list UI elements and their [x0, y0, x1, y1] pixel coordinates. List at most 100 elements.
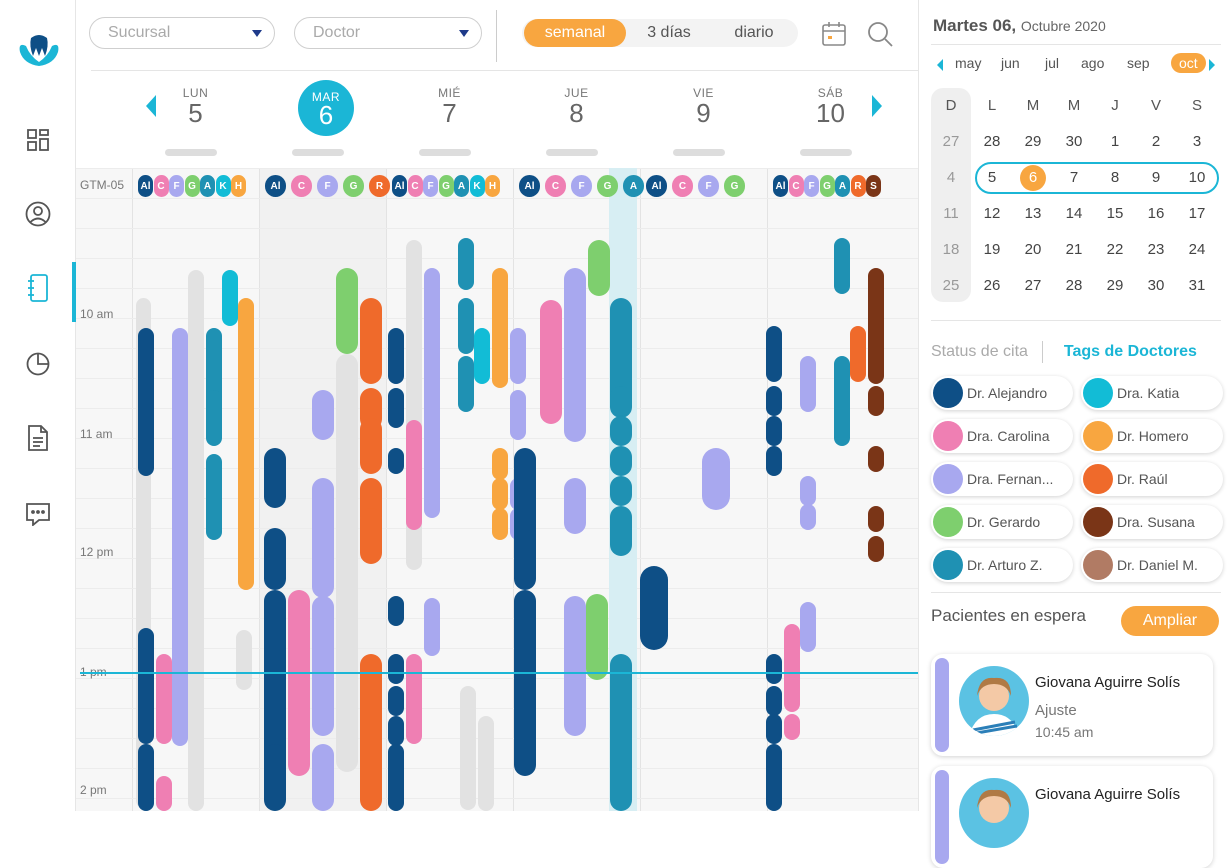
appointment-block[interactable] — [564, 596, 586, 736]
month-item[interactable]: may — [955, 55, 982, 71]
doctor-chip[interactable]: G — [724, 175, 745, 197]
waiting-patient-card[interactable]: Giovana Aguirre Solís Ajuste 10:45 am — [931, 654, 1213, 756]
next-week-arrow[interactable] — [872, 95, 882, 117]
day-header-thu[interactable]: JUE 8 — [513, 86, 640, 158]
day-header-wed[interactable]: MIÉ 7 — [386, 86, 513, 158]
appointment-block[interactable] — [588, 240, 610, 296]
appointment-block[interactable] — [514, 448, 536, 590]
calendar-day-sunday[interactable]: 4 — [946, 169, 956, 186]
calendar-icon[interactable] — [820, 20, 848, 48]
appointment-block[interactable] — [312, 744, 334, 811]
calendar-day[interactable]: 28 — [1065, 277, 1083, 294]
appointment-block[interactable] — [156, 776, 172, 811]
messages-icon[interactable] — [22, 498, 54, 530]
calendar-day[interactable]: 12 — [983, 205, 1001, 222]
appointment-block[interactable] — [460, 686, 476, 810]
doctor-chip[interactable]: F — [804, 175, 819, 197]
appointment-block[interactable] — [510, 328, 526, 384]
next-month-arrow[interactable] — [1209, 59, 1215, 71]
doctor-chip[interactable]: C — [153, 175, 169, 197]
month-item[interactable]: jun — [1001, 55, 1020, 71]
doctor-tag[interactable]: Dr. Alejandro — [931, 376, 1073, 410]
appointment-block[interactable] — [610, 506, 632, 556]
calendar-day[interactable]: 28 — [983, 133, 1001, 150]
doctor-chip[interactable]: Al — [646, 175, 667, 197]
appointment-block[interactable] — [388, 596, 404, 626]
appointment-block[interactable] — [800, 356, 816, 412]
calendar-day-sunday[interactable]: 18 — [942, 241, 960, 258]
calendar-day[interactable]: 27 — [1024, 277, 1042, 294]
calendar-day[interactable]: 8 — [1110, 169, 1120, 186]
appointment-block[interactable] — [586, 594, 608, 680]
calendar-day[interactable]: 29 — [1024, 133, 1042, 150]
doctor-chip[interactable]: K — [215, 175, 231, 197]
calendar-day[interactable]: 5 — [987, 169, 997, 186]
appointment-block[interactable] — [800, 476, 816, 506]
appointment-block[interactable] — [834, 356, 850, 446]
search-icon[interactable] — [866, 20, 894, 48]
appointment-block[interactable] — [156, 654, 172, 744]
day-header-fri[interactable]: VIE 9 — [640, 86, 767, 158]
calendar-day[interactable]: 30 — [1065, 133, 1083, 150]
appointment-block[interactable] — [610, 446, 632, 476]
doctor-tag[interactable]: Dr. Gerardo — [931, 505, 1073, 539]
appointment-block[interactable] — [766, 744, 782, 811]
appointment-block[interactable] — [510, 390, 526, 440]
doctor-tag[interactable]: Dra. Susana — [1081, 505, 1223, 539]
appointment-block[interactable] — [868, 446, 884, 472]
appointment-block[interactable] — [264, 590, 286, 776]
appointment-block[interactable] — [388, 388, 404, 428]
expand-button[interactable]: Ampliar — [1121, 606, 1219, 636]
appointment-block[interactable] — [766, 416, 782, 446]
view-semanal[interactable]: semanal — [524, 19, 626, 47]
appointment-block[interactable] — [388, 744, 404, 811]
doctor-chip[interactable]: F — [698, 175, 719, 197]
appointment-block[interactable] — [800, 602, 816, 652]
view-diario[interactable]: diario — [734, 24, 774, 41]
appointment-block[interactable] — [424, 268, 440, 518]
appointment-block[interactable] — [640, 566, 668, 650]
appointment-block[interactable] — [702, 448, 730, 510]
day-header-sat[interactable]: SÁB 10 — [767, 86, 894, 158]
calendar-day[interactable]: 7 — [1069, 169, 1079, 186]
doctor-chip[interactable]: R — [850, 175, 866, 197]
view-3-dias[interactable]: 3 días — [647, 24, 691, 41]
appointment-block[interactable] — [540, 300, 562, 424]
doctor-chip[interactable]: C — [545, 175, 566, 197]
appointment-block[interactable] — [360, 298, 382, 384]
appointment-block[interactable] — [834, 238, 850, 294]
appointment-block[interactable] — [312, 478, 334, 598]
appointment-block[interactable] — [388, 448, 404, 474]
appointment-block[interactable] — [206, 454, 222, 540]
calendar-day[interactable]: 31 — [1188, 277, 1206, 294]
appointment-block[interactable] — [172, 328, 188, 746]
calendar-day[interactable]: 22 — [1106, 241, 1124, 258]
calendar-day-sunday[interactable]: 11 — [943, 205, 959, 222]
appointment-block[interactable] — [766, 714, 782, 744]
month-item-active[interactable]: oct — [1171, 53, 1206, 73]
appointment-block[interactable] — [868, 268, 884, 384]
doctor-tags-tab[interactable]: Tags de Doctores — [1063, 343, 1197, 361]
doctor-tag[interactable]: Dr. Homero — [1081, 419, 1223, 453]
appointment-block[interactable] — [388, 716, 404, 746]
doctor-chip[interactable]: G — [343, 175, 364, 197]
calendar-day[interactable]: 16 — [1147, 205, 1165, 222]
appointment-block[interactable] — [360, 418, 382, 474]
month-item[interactable]: ago — [1081, 55, 1105, 71]
appointment-block[interactable] — [478, 716, 494, 811]
appointment-block[interactable] — [236, 630, 252, 690]
appointment-block[interactable] — [138, 328, 154, 476]
doctor-tag[interactable]: Dra. Fernan... — [931, 462, 1073, 496]
month-item[interactable]: jul — [1045, 55, 1060, 71]
waiting-patient-card[interactable]: Giovana Aguirre Solís — [931, 766, 1213, 868]
month-item[interactable]: sep — [1127, 55, 1150, 71]
doctor-chip[interactable]: A — [454, 175, 469, 197]
appointment-block[interactable] — [264, 448, 286, 508]
calendar-day[interactable]: 29 — [1106, 277, 1124, 294]
appointment-block[interactable] — [138, 744, 154, 811]
doctor-chip[interactable]: G — [819, 175, 835, 197]
appointment-block[interactable] — [766, 686, 782, 716]
calendar-day[interactable]: 14 — [1065, 205, 1083, 222]
doctor-chip[interactable]: S — [866, 175, 881, 197]
doctor-tag[interactable]: Dr. Raúl — [1081, 462, 1223, 496]
